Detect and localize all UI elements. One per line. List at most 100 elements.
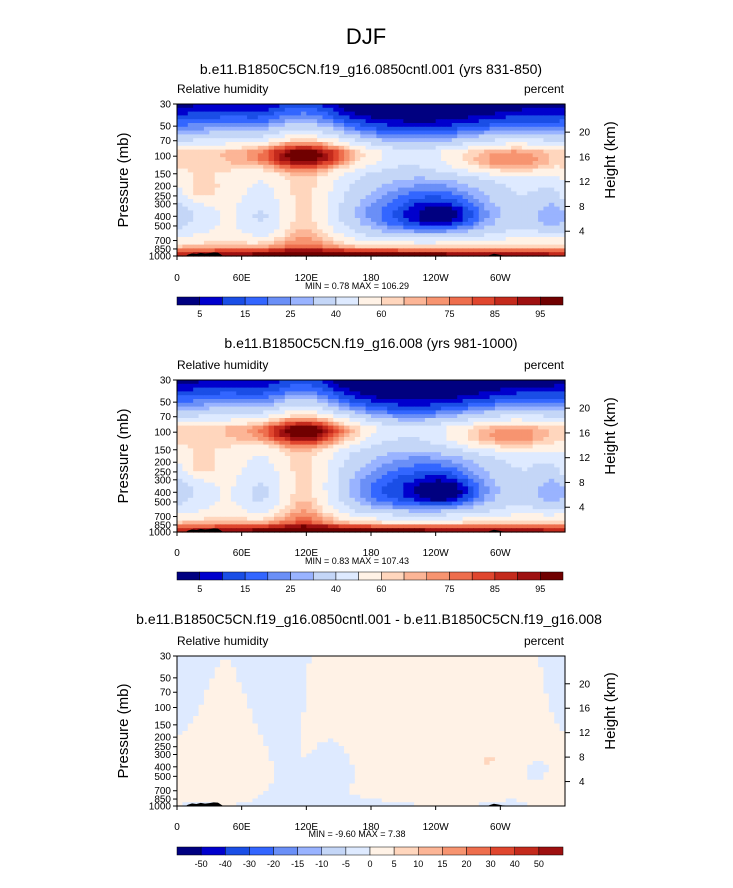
contour-cell <box>414 237 421 242</box>
contour-cell <box>290 391 297 396</box>
contour-cell <box>554 107 561 113</box>
contour-cell <box>241 452 248 457</box>
contour-cell <box>381 380 388 385</box>
contour-cell <box>220 168 227 173</box>
contour-cell <box>484 202 491 208</box>
contour-cell <box>494 244 501 249</box>
contour-cell <box>209 456 216 461</box>
contour-cell <box>187 210 194 215</box>
contour-cell <box>198 195 205 200</box>
contour-cell <box>214 164 221 170</box>
contour-cell <box>214 471 221 476</box>
contour-cell <box>284 237 291 242</box>
contour-cell <box>489 107 496 113</box>
contour-cell <box>559 380 566 385</box>
contour-cell <box>435 429 442 434</box>
contour-cell <box>414 214 421 219</box>
contour-cell <box>338 406 345 411</box>
contour-cell <box>300 221 307 227</box>
contour-cell <box>263 444 270 449</box>
contour-cell <box>317 391 324 396</box>
contour-cell <box>408 482 415 487</box>
contour-cell <box>306 410 313 415</box>
contour-cell <box>187 119 194 124</box>
contour-cell <box>371 119 377 124</box>
contour-cell <box>457 402 464 408</box>
contour-cell <box>446 452 453 457</box>
contour-cell <box>360 161 367 166</box>
contour-cell <box>236 383 243 389</box>
contour-cell <box>419 237 426 242</box>
contour-cell <box>559 406 566 411</box>
contour-cell <box>538 199 545 204</box>
contour-cell <box>247 233 254 238</box>
contour-cell <box>548 104 555 109</box>
contour-cell <box>225 399 232 404</box>
contour-cell <box>365 191 372 196</box>
contour-cell <box>441 183 448 189</box>
contour-cell <box>403 111 410 116</box>
contour-cell <box>473 391 480 396</box>
colorbar-label: 40 <box>331 309 341 319</box>
contour-cell <box>403 425 410 430</box>
contour-cell <box>521 161 528 166</box>
contour-cell <box>360 119 367 124</box>
contour-cell <box>473 119 480 124</box>
contour-cell <box>521 244 528 249</box>
contour-cell <box>408 463 415 468</box>
contour-cell <box>511 471 518 476</box>
contour-cell <box>220 202 227 208</box>
contour-cell <box>446 149 453 154</box>
contour-cell <box>441 452 448 457</box>
contour-cell <box>392 164 399 170</box>
contour-cell <box>360 107 367 113</box>
contour-cell <box>451 206 458 211</box>
contour-cell <box>241 138 248 143</box>
contour-cell <box>311 244 318 249</box>
contour-cell <box>209 459 216 465</box>
contour-cell <box>468 149 474 154</box>
contour-cell <box>511 437 518 442</box>
contour-cell <box>279 448 286 453</box>
contour-cell <box>527 425 534 430</box>
contour-cell <box>446 104 453 109</box>
y-tick-label: 200 <box>154 182 171 193</box>
contour-cell <box>187 206 194 211</box>
contour-cell <box>548 202 555 208</box>
contour-cell <box>521 418 528 423</box>
contour-cell <box>203 191 210 196</box>
contour-cell <box>538 425 545 430</box>
contour-cell <box>403 206 410 211</box>
contour-cell <box>236 437 243 442</box>
contour-cell <box>392 180 399 185</box>
contour-cell <box>473 463 480 468</box>
contour-cell <box>548 199 555 204</box>
contour-cell <box>247 225 254 230</box>
contour-cell <box>365 482 372 487</box>
contour-cell <box>322 210 329 215</box>
contour-cell <box>193 157 200 162</box>
contour-cell <box>279 387 286 392</box>
contour-cell <box>236 195 243 200</box>
contour-cell <box>268 157 275 162</box>
contour-cell <box>446 225 453 230</box>
contour-cell <box>392 134 399 139</box>
contour-cell <box>387 380 394 385</box>
contour-cell <box>193 471 200 476</box>
contour-cell <box>327 145 334 151</box>
contour-cell <box>311 164 318 170</box>
contour-cell <box>257 142 264 147</box>
contour-cell <box>354 153 361 158</box>
contour-cell <box>295 406 302 411</box>
contour-cell <box>446 229 453 234</box>
contour-cell <box>225 437 232 442</box>
colorbar-box <box>222 296 246 306</box>
contour-cell <box>473 123 480 128</box>
contour-cell <box>381 126 388 132</box>
contour-cell <box>182 467 189 472</box>
contour-cell <box>203 433 210 438</box>
contour-cell <box>521 104 528 109</box>
colorbar-box <box>199 296 223 306</box>
contour-cell <box>236 421 243 427</box>
contour-cell <box>403 130 410 135</box>
